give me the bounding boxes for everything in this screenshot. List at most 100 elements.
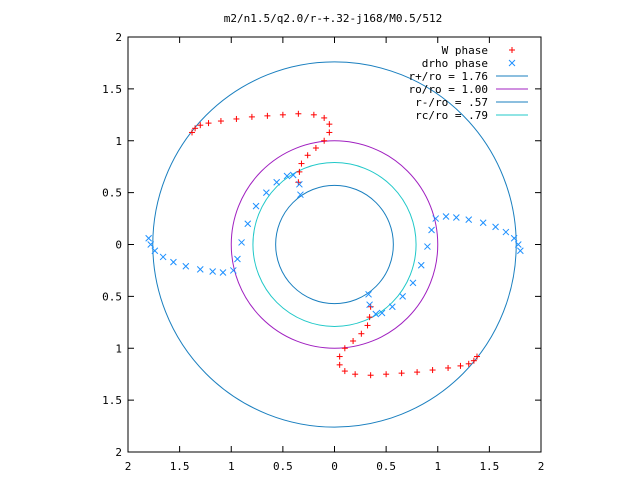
w-phase-point-6: [248, 113, 255, 120]
w-phase-point-8: [279, 111, 286, 118]
drho-phase-point-13: [252, 202, 260, 210]
x-tick-label-8: 2: [538, 460, 545, 473]
w-phase-point-3: [205, 120, 212, 127]
legend-entry-1: drho phase: [422, 57, 516, 70]
drho-phase-point-23: [502, 228, 510, 236]
y-tick-label-4: 0: [115, 239, 122, 252]
drho-phase-point-15: [273, 178, 281, 186]
chart-title: m2/n1.5/q2.0/r-+.32-j168/M0.5/512: [224, 12, 443, 25]
w-phase-point-26: [414, 369, 421, 376]
drho-phase-point-19: [297, 191, 304, 199]
x-axis-ticks: 2 1.5 1 0.5 0 0.5 1 1.5 2: [125, 37, 545, 473]
legend-entry-3: ro/ro = 1.00: [409, 83, 528, 96]
w-phase-point-23: [457, 362, 464, 369]
drho-phase-point-20: [516, 247, 524, 255]
drho-phase-point-6: [196, 266, 204, 273]
w-phase-point-15: [312, 145, 319, 152]
w-phase-point-12: [326, 121, 333, 128]
x-tick-label-4: 0: [331, 460, 338, 473]
drho-phase-point-16: [283, 172, 291, 180]
w-phase-point-33: [336, 353, 343, 360]
legend-label-5: rc/ro = .79: [415, 109, 488, 122]
y-tick-label-7: 1.5: [102, 394, 122, 407]
w-phase-point-5: [233, 115, 240, 122]
x-tick-label-0: 2: [125, 460, 132, 473]
circle-r-5: [252, 162, 417, 327]
w-phase-point-37: [364, 322, 371, 329]
w-phase-point-4: [217, 118, 224, 125]
y-axis-ticks: 2 1.5 1 0.5 0 0.5 1 1.5 2: [102, 31, 541, 459]
legend-sample-0: [509, 47, 515, 53]
legend-label-2: r+/ro = 1.76: [409, 70, 488, 83]
drho-phase-point-4: [170, 258, 177, 266]
w-phase-point-25: [429, 367, 436, 374]
w-phase-point-16: [304, 152, 311, 159]
drho-phase-point-33: [409, 279, 417, 287]
w-phase-point-39: [367, 303, 374, 310]
w-phase-point-38: [366, 314, 373, 321]
w-phase-point-19: [295, 179, 302, 186]
drho-phase-point-28: [442, 213, 450, 220]
w-phase-point-31: [341, 368, 348, 375]
circle-layer: [152, 61, 517, 428]
drho-phase-point-7: [209, 268, 217, 275]
x-tick-label-7: 1.5: [479, 460, 499, 473]
w-phase-point-17: [298, 160, 305, 167]
w-phase-point-36: [358, 330, 365, 337]
legend-label-3: ro/ro = 1.00: [409, 83, 488, 96]
circle-r-2: [152, 61, 517, 428]
point-layer: [145, 110, 524, 379]
x-tick-label-5: 0.5: [376, 460, 396, 473]
w-phase-point-29: [367, 372, 374, 379]
drho-phase-point-24: [492, 223, 499, 231]
drho-phase-point-21: [514, 241, 522, 248]
drho-phase-point-17: [289, 171, 297, 179]
w-phase-point-24: [445, 364, 452, 371]
drho-phase-point-0: [145, 234, 153, 242]
drho-phase-point-26: [465, 216, 473, 223]
y-tick-label-8: 2: [115, 446, 122, 459]
w-phase-point-30: [352, 371, 359, 378]
legend-entry-5: rc/ro = .79: [415, 109, 528, 122]
drho-phase-point-8: [219, 269, 227, 276]
w-phase-point-21: [470, 357, 477, 364]
drho-phase-point-35: [388, 303, 396, 311]
w-phase-point-20: [473, 353, 480, 360]
drho-phase-point-2: [151, 247, 159, 255]
w-phase-point-13: [326, 129, 333, 136]
x-tick-label-1: 1.5: [170, 460, 190, 473]
y-tick-label-3: 0.5: [102, 187, 122, 200]
legend-label-0: W phase: [442, 44, 488, 57]
w-phase-point-1: [192, 125, 199, 132]
drho-phase-point-10: [234, 255, 241, 263]
drho-phase-point-36: [378, 309, 386, 317]
drho-phase-point-29: [432, 215, 440, 222]
drho-phase-point-39: [365, 290, 372, 298]
drho-phase-point-12: [244, 220, 252, 228]
legend-label-4: r-/ro = .57: [415, 96, 488, 109]
y-tick-label-0: 2: [115, 31, 122, 44]
w-phase-point-2: [197, 122, 204, 129]
drho-phase-point-30: [428, 226, 435, 234]
drho-phase-point-14: [263, 189, 270, 196]
drho-phase-point-25: [479, 219, 487, 227]
drho-phase-point-34: [399, 293, 406, 300]
drho-phase-point-18: [296, 180, 303, 188]
x-tick-label-6: 1: [434, 460, 441, 473]
x-tick-label-2: 1: [228, 460, 235, 473]
drho-phase-point-37: [372, 310, 380, 318]
drho-phase-point-9: [229, 267, 237, 274]
y-tick-label-2: 1: [115, 135, 122, 148]
w-phase-point-0: [189, 129, 196, 136]
w-phase-point-11: [321, 114, 328, 121]
w-phase-point-7: [264, 112, 271, 119]
w-phase-point-18: [296, 168, 303, 175]
y-tick-label-5: 0.5: [102, 290, 122, 303]
y-tick-label-6: 1: [115, 342, 122, 355]
legend-label-1: drho phase: [422, 57, 488, 70]
y-tick-label-1: 1.5: [102, 83, 122, 96]
drho-phase-point-3: [159, 253, 167, 261]
drho-phase-point-22: [510, 234, 518, 242]
